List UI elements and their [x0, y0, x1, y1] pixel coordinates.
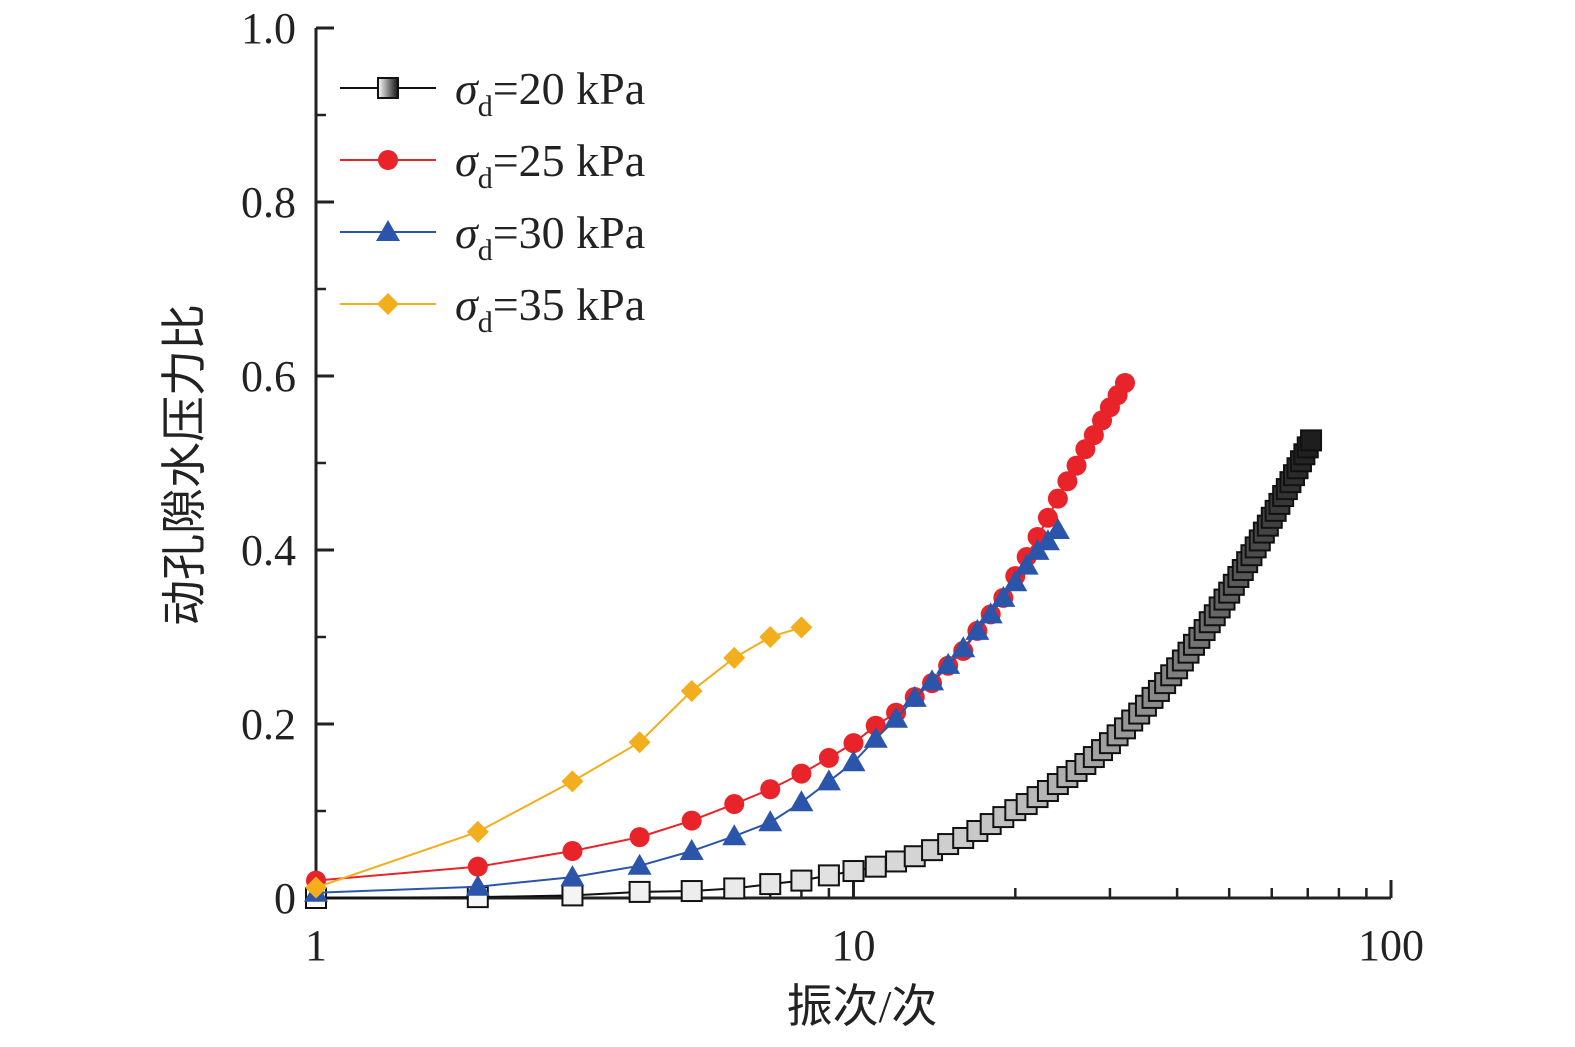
data-point — [1035, 529, 1060, 551]
data-point — [920, 669, 945, 691]
legend-marker — [376, 220, 400, 241]
x-tick-label: 100 — [1358, 921, 1424, 970]
data-point — [936, 652, 961, 674]
data-point — [627, 853, 652, 875]
axes: 1 10 100 0 0.2 0.4 0.6 0.8 1.0 — [241, 4, 1424, 970]
legend-item: σd=20 kPa — [340, 63, 645, 123]
y-tick-label: 0 — [274, 874, 296, 923]
data-point — [1057, 471, 1078, 492]
data-point — [561, 884, 584, 907]
data-point — [1045, 517, 1070, 539]
data-point — [978, 602, 1003, 624]
data-point — [790, 869, 813, 892]
data-point — [790, 616, 813, 639]
legend-label: σd=25 kPa — [455, 135, 645, 195]
data-point — [1083, 425, 1104, 446]
y-tick-label: 0.4 — [241, 526, 296, 575]
data-point — [1014, 553, 1039, 575]
data-point — [1115, 372, 1136, 393]
legend-item: σd=35 kPa — [340, 279, 645, 339]
data-point — [1300, 429, 1323, 452]
data-point — [723, 877, 746, 900]
data-point — [680, 880, 703, 903]
data-point — [863, 726, 888, 748]
legend: σd=20 kPa σd=25 kPa σd=30 kPa σd=35 kPa — [340, 63, 645, 339]
x-tick-label: 10 — [832, 921, 876, 970]
data-point — [816, 769, 841, 791]
y-tick-label: 1.0 — [241, 4, 296, 53]
data-point — [902, 685, 927, 707]
data-point — [561, 770, 584, 793]
series-layer — [304, 372, 1323, 909]
data-point — [681, 810, 702, 831]
series-triangle — [304, 517, 1070, 902]
legend-item: σd=25 kPa — [340, 135, 645, 195]
data-point — [885, 850, 908, 873]
data-point — [1066, 455, 1087, 476]
data-point — [562, 841, 583, 862]
data-point — [680, 679, 703, 702]
data-point — [841, 750, 866, 772]
data-point — [1003, 570, 1028, 592]
data-point — [759, 626, 782, 648]
data-point — [843, 733, 864, 754]
data-point — [467, 856, 488, 877]
series-diamond — [305, 616, 813, 899]
legend-marker — [377, 293, 399, 315]
data-point — [724, 794, 745, 815]
data-point — [758, 810, 783, 832]
data-point — [679, 839, 704, 861]
legend-label: σd=20 kPa — [455, 63, 645, 123]
series-line — [315, 626, 802, 889]
data-point — [465, 874, 490, 896]
data-point — [951, 636, 976, 658]
data-point — [723, 646, 746, 669]
data-point — [865, 715, 886, 736]
data-point — [1037, 507, 1058, 528]
data-point — [628, 880, 651, 903]
data-point — [1047, 488, 1068, 509]
y-tick-label: 0.2 — [241, 700, 296, 749]
data-point — [842, 860, 865, 883]
data-point — [628, 731, 651, 754]
data-point — [965, 618, 990, 640]
legend-label: σd=35 kPa — [455, 279, 645, 339]
legend-label: σd=30 kPa — [455, 207, 645, 267]
y-tick-label: 0.6 — [241, 352, 296, 401]
data-point — [991, 585, 1016, 607]
data-point — [884, 706, 909, 728]
data-point — [722, 824, 747, 846]
data-point — [629, 827, 650, 848]
legend-item: σd=30 kPa — [340, 207, 645, 267]
x-axis-title: 振次/次 — [787, 981, 938, 1032]
legend-marker — [378, 150, 398, 170]
data-point — [305, 876, 327, 899]
series-square — [305, 429, 1323, 909]
data-point — [760, 779, 781, 800]
legend-marker — [377, 77, 399, 99]
data-point — [466, 820, 489, 843]
data-point — [864, 855, 887, 878]
series-line — [315, 382, 1126, 882]
data-point — [759, 873, 782, 896]
data-point — [818, 747, 839, 768]
data-point — [791, 763, 812, 784]
x-tick-label: 1 — [305, 921, 327, 970]
y-tick-label: 0.8 — [241, 178, 296, 227]
data-point — [560, 865, 585, 887]
y-axis-title: 动孔隙水压力比 — [159, 304, 210, 626]
data-point — [789, 790, 814, 812]
data-point — [817, 864, 840, 887]
